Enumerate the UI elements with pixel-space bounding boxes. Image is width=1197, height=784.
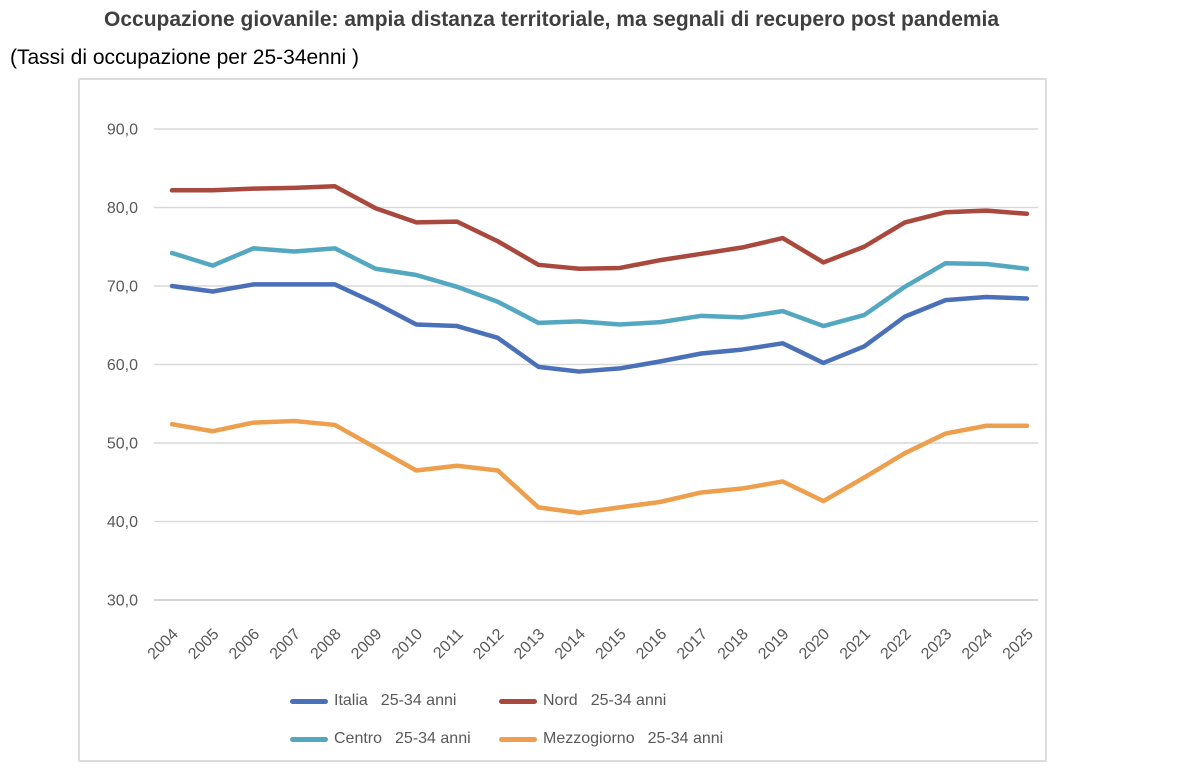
legend-label-suffix: 25-34 anni xyxy=(590,692,667,709)
legend-label-suffix: 25-34 anni xyxy=(395,730,471,747)
svg-text:2020: 2020 xyxy=(796,626,833,663)
legend-label: Italia xyxy=(334,692,368,709)
svg-text:2013: 2013 xyxy=(511,626,548,663)
svg-text:30,0: 30,0 xyxy=(107,593,138,610)
legend-item-centro: Centro 25-34 anni xyxy=(290,729,471,749)
svg-text:2010: 2010 xyxy=(389,626,426,663)
svg-text:2006: 2006 xyxy=(226,626,263,663)
svg-text:2024: 2024 xyxy=(959,626,996,663)
svg-text:2008: 2008 xyxy=(307,626,344,663)
svg-text:2021: 2021 xyxy=(837,626,874,663)
svg-text:2004: 2004 xyxy=(145,626,182,663)
svg-text:2009: 2009 xyxy=(348,626,385,663)
legend-item-italia: Italia 25-34 anni xyxy=(290,691,456,711)
svg-text:2012: 2012 xyxy=(470,626,507,663)
chart-plot: 90,0 80,0 70,0 60,0 50,0 40,0 30,0 2004 2005 2006… xyxy=(107,122,1038,663)
svg-text:2007: 2007 xyxy=(267,626,304,663)
legend-item-mezzogiorno: Mezzogiorno 25-34 anni xyxy=(499,729,723,749)
svg-text:2018: 2018 xyxy=(715,626,752,663)
legend-label: Nord xyxy=(543,692,578,709)
chart-subtitle: (Tassi di occupazione per 25-34enni ) xyxy=(10,46,360,69)
chart-frame: 90,0 80,0 70,0 60,0 50,0 40,0 30,0 2004 2005 2006… xyxy=(78,78,1047,762)
svg-text:2017: 2017 xyxy=(674,626,711,663)
svg-text:2015: 2015 xyxy=(592,626,629,663)
svg-text:70,0: 70,0 xyxy=(107,279,138,296)
legend-swatch xyxy=(290,698,328,704)
svg-text:2022: 2022 xyxy=(877,626,914,663)
legend-label: Mezzogiorno xyxy=(543,730,635,747)
svg-text:2005: 2005 xyxy=(185,626,222,663)
svg-text:40,0: 40,0 xyxy=(107,514,138,531)
svg-text:2014: 2014 xyxy=(552,626,589,663)
svg-text:2023: 2023 xyxy=(918,626,955,663)
svg-text:60,0: 60,0 xyxy=(107,357,138,374)
svg-text:80,0: 80,0 xyxy=(107,200,138,217)
svg-text:2019: 2019 xyxy=(755,626,792,663)
legend-label-suffix: 25-34 anni xyxy=(647,730,724,747)
svg-text:2025: 2025 xyxy=(1000,626,1037,663)
legend-swatch xyxy=(290,736,328,742)
svg-text:2011: 2011 xyxy=(430,626,466,662)
legend-swatch xyxy=(499,698,537,704)
svg-text:90,0: 90,0 xyxy=(107,122,138,139)
chart-title: Occupazione giovanile: ampia distanza te… xyxy=(104,8,1000,31)
svg-text:50,0: 50,0 xyxy=(107,436,138,453)
legend-label: Centro xyxy=(334,730,383,747)
legend-label-suffix: 25-34 anni xyxy=(380,692,457,709)
legend-item-nord: Nord 25-34 anni xyxy=(499,691,666,711)
svg-text:2016: 2016 xyxy=(633,626,670,663)
legend-swatch xyxy=(499,736,537,742)
